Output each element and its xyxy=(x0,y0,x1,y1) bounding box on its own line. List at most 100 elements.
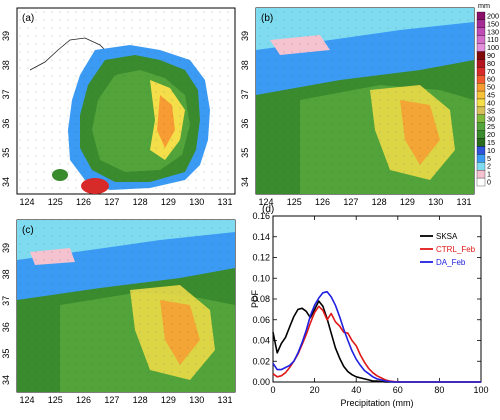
map-x-tick-label: 129 xyxy=(161,197,176,207)
map-y-tick-label: 36 xyxy=(1,119,11,129)
chart-plot-frame xyxy=(272,215,482,383)
colorbar-level-label: 35 xyxy=(487,106,495,115)
map-x-tick-label: 128 xyxy=(133,197,148,207)
map-y-tick-label: 38 xyxy=(1,269,11,279)
map-x-tick-label: 127 xyxy=(104,197,119,207)
chart-y-tick-label: 0.10 xyxy=(252,273,270,283)
colorbar-level-label: 150 xyxy=(487,19,499,28)
map-y-tick-label: 39 xyxy=(1,31,11,41)
chart-series-lines xyxy=(272,290,481,383)
map-x-tick-label: 130 xyxy=(189,197,204,207)
map-tick-labels: 124 125 126 127 128 129 130 131 39 38 37 36 35 34 124 1… xyxy=(1,31,472,405)
colorbar-level-label: 50 xyxy=(487,83,495,92)
chart-y-tick-label: 0.16 xyxy=(252,211,270,221)
map-x-tick-label: 130 xyxy=(189,395,204,405)
colorbar-level-label: 2 xyxy=(487,162,491,171)
colorbar-swatch xyxy=(476,51,486,60)
colorbar-swatch xyxy=(476,114,486,123)
chart-x-tick-label: 100 xyxy=(473,385,488,395)
map-x-tick-label: 127 xyxy=(343,197,358,207)
pdf-line-chart: (d) 0.00 0.02 0.04 0.06 0.08 0.10 0.12 0.14 0.16… xyxy=(250,204,489,408)
map-x-tick-label: 125 xyxy=(48,197,63,207)
chart-y-tick-label: 0.12 xyxy=(252,253,270,263)
colorbar-level-label: 5 xyxy=(487,154,491,163)
colorbar-swatch xyxy=(476,130,486,139)
map-y-tick-label: 38 xyxy=(240,60,250,70)
colorbar-swatch xyxy=(476,98,486,108)
colorbar-swatch xyxy=(476,177,486,187)
map-b-grid xyxy=(256,8,474,194)
colorbar-swatch xyxy=(476,19,486,28)
colorbar-level-label: 100 xyxy=(487,43,499,52)
chart-legend: SKSA CTRL_Feb DA_Feb xyxy=(420,232,476,267)
colorbar-swatch xyxy=(476,90,486,100)
map-a-grid xyxy=(17,8,235,194)
chart-panel-label: (d) xyxy=(262,204,274,215)
colorbar-level-label: 30 xyxy=(487,114,495,123)
map-x-tick-label: 126 xyxy=(315,197,330,207)
map-x-tick-label: 127 xyxy=(104,395,119,405)
colorbar-swatch xyxy=(476,35,486,44)
map-x-tick-label: 128 xyxy=(372,197,387,207)
colorbar-level-label: 20 xyxy=(487,130,495,139)
colorbar-level-label: 70 xyxy=(487,67,495,76)
map-x-tick-label: 124 xyxy=(258,197,273,207)
map-y-tick-label: 34 xyxy=(240,177,250,187)
colorbar-level-label: 0 xyxy=(487,178,491,187)
colorbar-level-label: 60 xyxy=(487,75,495,84)
colorbar-level-label: 130 xyxy=(487,27,499,36)
map-y-tick-label: 35 xyxy=(1,148,11,158)
colorbar-level-label: 1 xyxy=(487,170,491,179)
colorbar-swatch xyxy=(476,59,486,68)
chart-x-tick-label: 80 xyxy=(434,385,444,395)
map-y-tick-label: 35 xyxy=(1,349,11,359)
map-x-tick-label: 131 xyxy=(456,197,471,207)
colorbar-level-label: 40 xyxy=(487,98,495,107)
colorbar: mm 2001501301101009080706050454035302520… xyxy=(476,1,499,187)
chart-y-axis-title: PDF xyxy=(250,289,260,308)
legend-entry: CTRL_Feb xyxy=(436,245,476,254)
chart-y-tick-label: 0.02 xyxy=(252,356,270,366)
colorbar-swatch xyxy=(476,43,486,52)
map-y-tick-label: 36 xyxy=(240,119,250,129)
map-panel-b: (b) xyxy=(255,7,475,195)
colorbar-swatch xyxy=(476,122,486,131)
colorbar-swatch xyxy=(476,146,486,155)
series-line-da-feb xyxy=(272,290,481,383)
map-x-tick-label: 125 xyxy=(48,395,63,405)
chart-y-tick-label: 0.04 xyxy=(252,336,270,346)
chart-y-tick-label: 0.00 xyxy=(252,377,270,387)
map-panel-a: (a) xyxy=(16,7,236,195)
chart-y-tick-label: 0.06 xyxy=(252,315,270,325)
map-y-tick-label: 38 xyxy=(1,60,11,70)
map-x-tick-label: 128 xyxy=(133,395,148,405)
map-y-tick-label: 39 xyxy=(240,31,250,41)
map-x-tick-label: 124 xyxy=(19,197,34,207)
map-x-tick-label: 124 xyxy=(19,395,34,405)
colorbar-level-label: 90 xyxy=(487,51,495,60)
map-y-tick-label: 34 xyxy=(1,375,11,385)
colorbar-level-label: 200 xyxy=(487,11,499,20)
map-y-tick-label: 35 xyxy=(240,148,250,158)
chart-x-tick-label: 40 xyxy=(351,385,361,395)
map-c-label: (c) xyxy=(22,225,34,236)
colorbar-level-label: 45 xyxy=(487,91,495,100)
map-y-tick-label: 37 xyxy=(1,89,11,99)
colorbar-level-label: 110 xyxy=(487,35,498,44)
map-y-tick-label: 34 xyxy=(1,177,11,187)
colorbar-swatch xyxy=(476,27,486,36)
legend-entry: DA_Feb xyxy=(436,258,466,267)
colorbar-swatch xyxy=(476,83,486,92)
colorbar-swatch xyxy=(476,106,486,115)
map-x-tick-label: 125 xyxy=(287,197,302,207)
chart-x-tick-label: 0 xyxy=(270,385,275,395)
chart-x-tick-label: 60 xyxy=(393,385,403,395)
chart-y-tick-label: 0.08 xyxy=(252,294,270,304)
colorbar-level-label: 25 xyxy=(487,122,495,131)
map-panel-c: (c) xyxy=(16,219,236,393)
chart-y-axis: 0.00 0.02 0.04 0.06 0.08 0.10 0.12 0.14 0.16 xyxy=(252,211,481,387)
map-x-tick-label: 131 xyxy=(217,197,232,207)
map-y-tick-label: 36 xyxy=(1,322,11,332)
map-y-tick-label: 37 xyxy=(1,296,11,306)
